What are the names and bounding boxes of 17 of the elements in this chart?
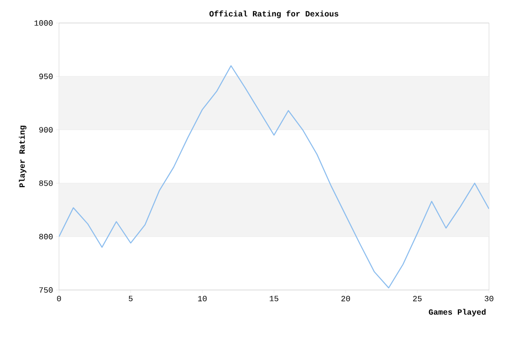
x-tick-label: 5: [128, 296, 133, 302]
x-tick-label: 0: [57, 296, 61, 302]
x-tick-label: 10: [198, 296, 207, 302]
y-tick-label: 800: [39, 234, 53, 240]
y-tick-label: 950: [39, 74, 53, 80]
y-axis-title: Player Rating: [18, 126, 26, 188]
y-tick-label: 750: [39, 287, 53, 293]
x-tick-label: 30: [484, 296, 494, 302]
chart-title: Official Rating for Dexious: [209, 10, 338, 18]
x-tick-label: 15: [270, 296, 278, 302]
line-series: [59, 65, 490, 288]
y-tick-label: 900: [39, 127, 53, 133]
x-axis-title: Games Played: [428, 308, 486, 316]
x-tick-label: 25: [413, 296, 422, 302]
x-tick-label: 20: [341, 296, 350, 302]
y-tick-label: 850: [39, 180, 53, 186]
y-tick-label: 1000: [34, 20, 53, 26]
